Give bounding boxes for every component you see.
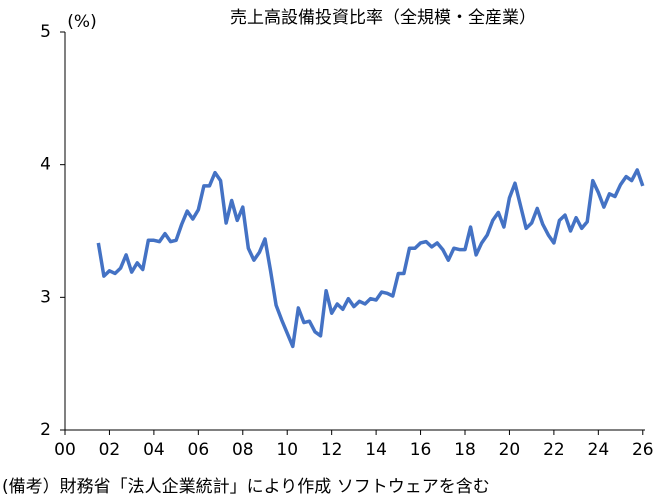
chart-title: 売上高設備投資比率（全規模・全産業）	[230, 8, 536, 28]
y-unit: (%)	[67, 12, 96, 32]
x-tick-label: 10	[276, 440, 298, 460]
y-tick-label: 2	[40, 420, 51, 440]
x-tick-label: 20	[499, 440, 521, 460]
x-tick-label: 06	[188, 440, 210, 460]
x-tick-label: 18	[454, 440, 476, 460]
x-tick-label: 08	[232, 440, 254, 460]
x-tick-label: 02	[99, 440, 121, 460]
x-tick-label: 16	[410, 440, 432, 460]
y-tick-label: 4	[40, 155, 51, 175]
data-line	[96, 168, 645, 349]
x-tick-label: 26	[632, 440, 654, 460]
x-tick-label: 14	[365, 440, 387, 460]
x-tick-label: 24	[588, 440, 610, 460]
x-tick-label: 04	[143, 440, 165, 460]
note: (備考）財務省「法人企業統計」により作成 ソフトウェアを含む	[2, 477, 490, 497]
x-tick-label: 00	[54, 440, 76, 460]
x-tick-label: 22	[543, 440, 565, 460]
x-tick-label: 12	[321, 440, 343, 460]
y-tick-label: 3	[40, 287, 51, 307]
y-tick-label: 5	[40, 22, 51, 42]
